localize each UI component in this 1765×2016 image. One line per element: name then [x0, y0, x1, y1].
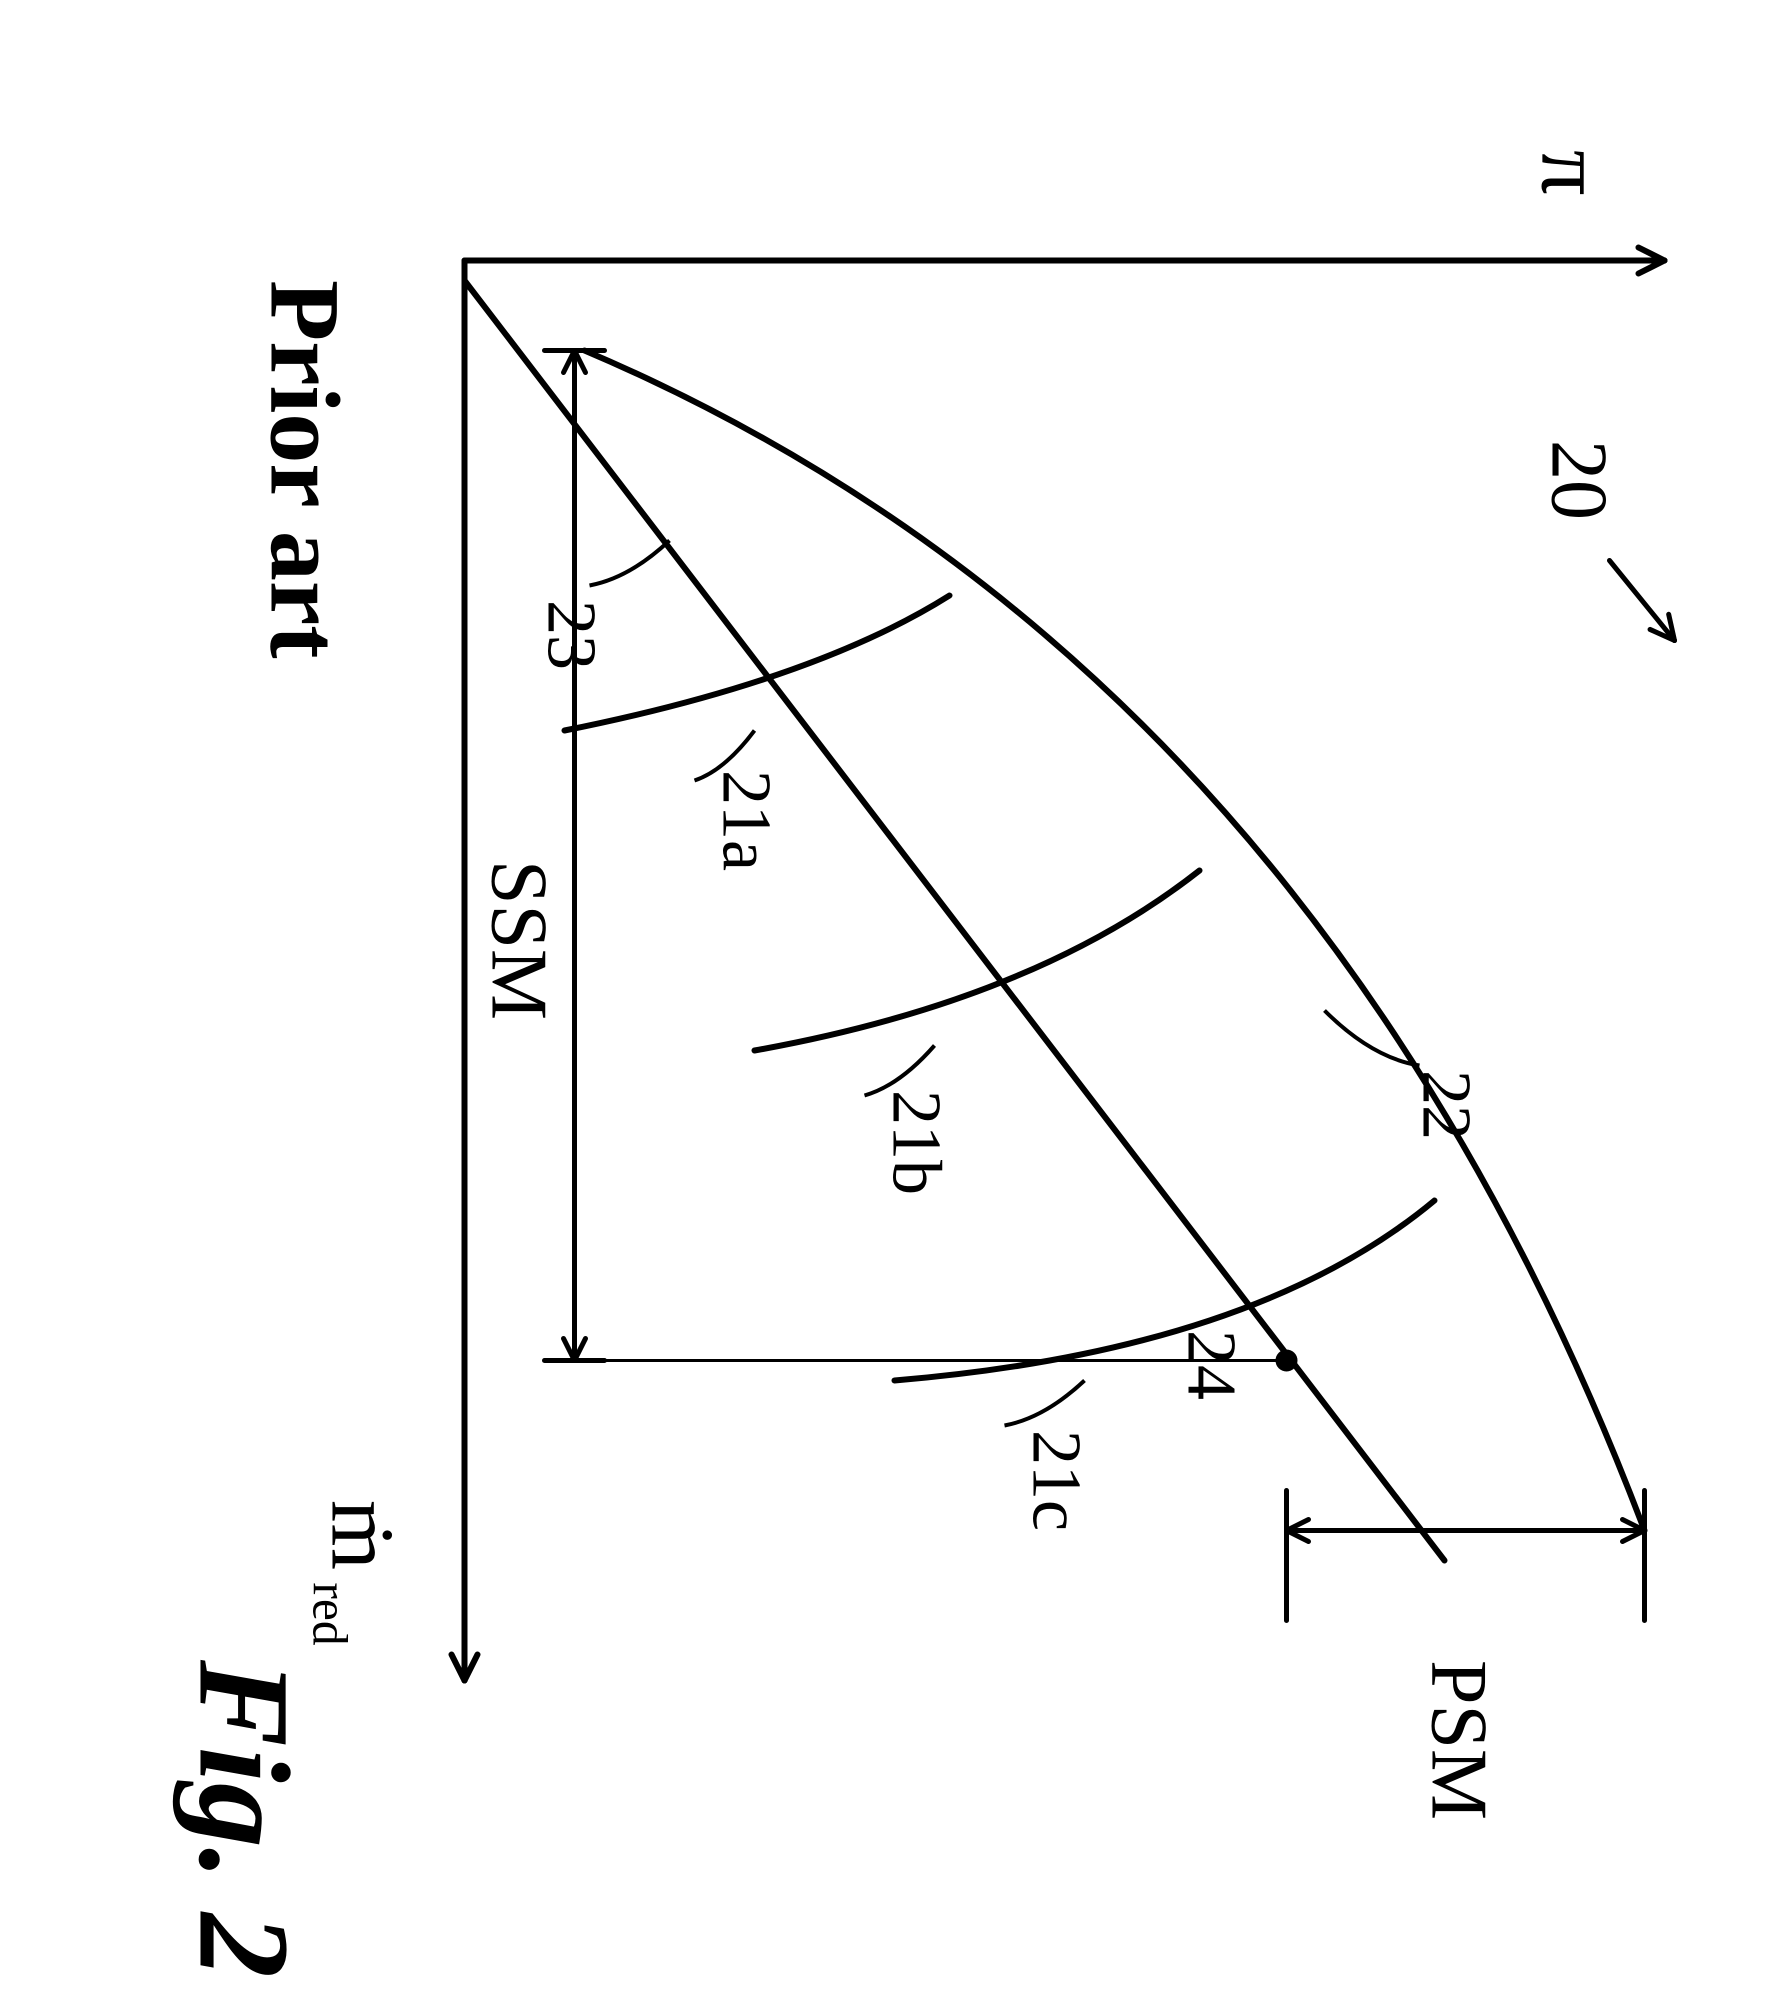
- figure-caption: Fig. 2: [179, 1660, 309, 1978]
- compressor-map-diagram: π ṁ red 20 22 23 24 21a 21b 21c PSM SSM …: [0, 0, 1765, 2016]
- ssm-label: SSM: [479, 860, 559, 1020]
- ref-23-label: 23: [536, 600, 606, 670]
- ref-22-label: 22: [1411, 1070, 1481, 1140]
- y-axis-label: π: [1527, 150, 1617, 195]
- ref-21c-label: 21c: [1021, 1430, 1091, 1531]
- prior-art-label: Prior art: [255, 280, 355, 659]
- x-axis-label: ṁ red: [306, 1500, 408, 1646]
- ref-21b-label: 21b: [881, 1090, 951, 1195]
- ref-20-label: 20: [1539, 440, 1619, 520]
- ref-21a-label: 21a: [711, 770, 781, 871]
- psm-label: PSM: [1419, 1660, 1499, 1820]
- ref-24-label: 24: [1176, 1330, 1246, 1400]
